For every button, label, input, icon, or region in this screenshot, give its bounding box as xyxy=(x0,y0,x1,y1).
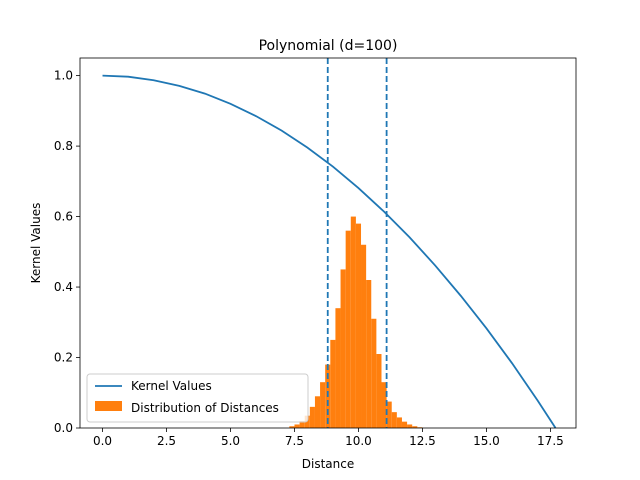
x-tick-label: 17.5 xyxy=(537,434,564,448)
x-tick-label: 5.0 xyxy=(221,434,240,448)
chart-title: Polynomial (d=100) xyxy=(259,38,398,54)
histogram-bar xyxy=(412,426,418,428)
x-axis-label: Distance xyxy=(302,457,354,471)
y-tick-label: 0.2 xyxy=(54,351,73,365)
histogram-bar xyxy=(335,308,341,428)
histogram-bar xyxy=(371,318,377,428)
legend-frame xyxy=(86,373,309,423)
x-tick-label: 12.5 xyxy=(409,434,436,448)
histogram-bar xyxy=(350,216,356,428)
histogram-bar xyxy=(401,421,408,428)
histogram-bar xyxy=(381,382,387,428)
x-tick-label: 0.0 xyxy=(93,434,112,448)
plot-area xyxy=(102,58,557,429)
histogram-bar xyxy=(340,269,346,428)
histogram-bar xyxy=(355,223,362,428)
y-tick-label: 0.4 xyxy=(54,280,73,294)
histogram-bar xyxy=(299,420,305,428)
x-tick-label: 2.5 xyxy=(157,434,176,448)
histogram-bar xyxy=(407,424,413,428)
histogram-bar xyxy=(314,396,321,428)
legend-patch-swatch xyxy=(95,401,122,411)
histogram-bar xyxy=(345,230,351,428)
histogram-bar xyxy=(320,382,326,428)
histogram-bar xyxy=(376,354,382,428)
histogram-bar xyxy=(294,424,300,428)
y-tick-label: 0.6 xyxy=(54,210,73,224)
legend: Kernel Values Distribution of Distances xyxy=(86,373,309,423)
histogram-bar xyxy=(366,280,372,428)
kernel-values-line xyxy=(102,74,557,429)
histogram-bar xyxy=(289,426,295,428)
y-tick-label: 1.0 xyxy=(54,69,73,83)
histogram-bar xyxy=(396,417,402,428)
histogram-bar xyxy=(330,339,336,428)
legend-label-kernel-values: Kernel Values xyxy=(131,379,212,393)
histogram-bar xyxy=(361,244,367,428)
x-tick-label: 10.0 xyxy=(345,434,372,448)
x-tick-label: 15.0 xyxy=(473,434,500,448)
histogram-bar xyxy=(391,412,397,428)
axes-frame xyxy=(79,57,577,429)
y-tick-label: 0.0 xyxy=(54,421,73,435)
axes: 0.0 2.5 5.0 7.5 10.0 12.5 15.0 17.5 0.0 0.2 0.4 0.6… xyxy=(54,57,577,448)
y-tick-label: 0.8 xyxy=(54,139,73,153)
histogram-bar xyxy=(386,401,392,428)
histogram-bar xyxy=(309,406,315,428)
y-axis-label: Kernel Values xyxy=(29,203,43,284)
x-tick-label: 7.5 xyxy=(285,434,304,448)
legend-label-distribution: Distribution of Distances xyxy=(131,401,279,415)
